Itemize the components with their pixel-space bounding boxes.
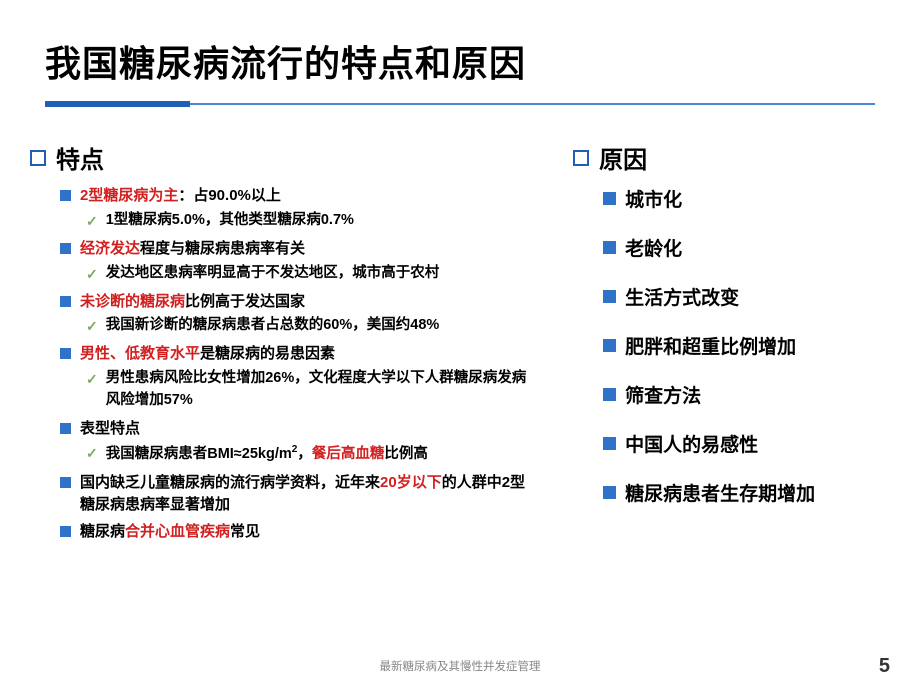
- check-icon: ✓: [86, 264, 98, 285]
- feature-item: 经济发达程度与糖尿病患病率有关: [60, 238, 533, 260]
- feature-item: 国内缺乏儿童糖尿病的流行病学资料，近年来20岁以下的人群中2型糖尿病患病率显著增…: [60, 472, 533, 516]
- features-heading: 特点: [30, 140, 533, 175]
- check-icon: ✓: [86, 211, 98, 232]
- cause-item: 肥胖和超重比例增加: [603, 332, 875, 359]
- causes-heading-text: 原因: [599, 140, 647, 175]
- solid-square-icon: [603, 290, 616, 303]
- solid-square-icon: [603, 388, 616, 401]
- feature-item-text: 2型糖尿病为主：占90.0%以上: [80, 185, 281, 207]
- slide: 我国糖尿病流行的特点和原因 特点 2型糖尿病为主：占90.0%以上 ✓ 1型糖尿病5…: [0, 0, 920, 690]
- cause-item-text: 生活方式改变: [625, 283, 739, 310]
- feature-subitem-text: 1型糖尿病5.0%，其他类型糖尿病0.7%: [106, 210, 354, 232]
- solid-square-icon: [603, 437, 616, 450]
- feature-item: 男性、低教育水平是糖尿病的易患因素: [60, 343, 533, 365]
- feature-subitem: ✓ 男性患病风险比女性增加26%，文化程度大学以下人群糖尿病发病风险增加57%: [86, 368, 533, 412]
- feature-item: 2型糖尿病为主：占90.0%以上: [60, 185, 533, 207]
- feature-item-text: 国内缺乏儿童糖尿病的流行病学资料，近年来20岁以下的人群中2型糖尿病患病率显著增…: [80, 472, 533, 516]
- feature-subitem: ✓ 1型糖尿病5.0%，其他类型糖尿病0.7%: [86, 210, 533, 232]
- column-features: 特点 2型糖尿病为主：占90.0%以上 ✓ 1型糖尿病5.0%，其他类型糖尿病0.7…: [30, 140, 533, 546]
- feature-subitem-text: 我国糖尿病患者BMI≈25kg/m2，餐后高血糖比例高: [106, 442, 428, 466]
- solid-square-icon: [60, 526, 71, 537]
- feature-item: 糖尿病合并心血管疾病常见: [60, 521, 533, 543]
- feature-item-text: 经济发达程度与糖尿病患病率有关: [80, 238, 305, 260]
- feature-item-text: 表型特点: [80, 418, 140, 440]
- underline-thin: [190, 101, 875, 107]
- feature-item: 未诊断的糖尿病比例高于发达国家: [60, 291, 533, 313]
- title-underline: [45, 101, 875, 107]
- feature-item-text: 糖尿病合并心血管疾病常见: [80, 521, 260, 543]
- column-causes: 原因 城市化老龄化生活方式改变肥胖和超重比例增加筛查方法中国人的易感性糖尿病患者…: [573, 140, 875, 546]
- cause-item: 生活方式改变: [603, 283, 875, 310]
- feature-item-text: 男性、低教育水平是糖尿病的易患因素: [80, 343, 335, 365]
- cause-item-text: 老龄化: [625, 234, 682, 261]
- solid-square-icon: [60, 348, 71, 359]
- features-list: 2型糖尿病为主：占90.0%以上 ✓ 1型糖尿病5.0%，其他类型糖尿病0.7% 经济…: [30, 185, 533, 543]
- slide-title: 我国糖尿病流行的特点和原因: [45, 35, 875, 87]
- cause-item: 筛查方法: [603, 381, 875, 408]
- cause-item: 中国人的易感性: [603, 430, 875, 457]
- footer-text: 最新糖尿病及其慢性并发症管理: [0, 658, 920, 674]
- check-icon: ✓: [86, 316, 98, 337]
- cause-item: 老龄化: [603, 234, 875, 261]
- solid-square-icon: [603, 486, 616, 499]
- causes-heading: 原因: [573, 140, 875, 175]
- check-icon: ✓: [86, 369, 98, 390]
- feature-subitem: ✓ 发达地区患病率明显高于不发达地区，城市高于农村: [86, 263, 533, 285]
- hollow-square-icon: [30, 150, 46, 166]
- feature-subitem: ✓ 我国糖尿病患者BMI≈25kg/m2，餐后高血糖比例高: [86, 442, 533, 466]
- solid-square-icon: [60, 190, 71, 201]
- underline-thick: [45, 101, 190, 107]
- solid-square-icon: [60, 477, 71, 488]
- causes-list: 城市化老龄化生活方式改变肥胖和超重比例增加筛查方法中国人的易感性糖尿病患者生存期…: [573, 185, 875, 506]
- solid-square-icon: [603, 339, 616, 352]
- cause-item-text: 中国人的易感性: [625, 430, 758, 457]
- solid-square-icon: [60, 243, 71, 254]
- feature-item: 表型特点: [60, 418, 533, 440]
- feature-subitem: ✓ 我国新诊断的糖尿病患者占总数的60%，美国约48%: [86, 315, 533, 337]
- cause-item-text: 糖尿病患者生存期增加: [625, 479, 815, 506]
- feature-subitem-text: 发达地区患病率明显高于不发达地区，城市高于农村: [106, 263, 440, 285]
- solid-square-icon: [603, 192, 616, 205]
- page-number: 5: [879, 655, 890, 678]
- feature-item-text: 未诊断的糖尿病比例高于发达国家: [80, 291, 305, 313]
- check-icon: ✓: [86, 443, 98, 464]
- hollow-square-icon: [573, 150, 589, 166]
- features-heading-text: 特点: [56, 140, 104, 175]
- solid-square-icon: [603, 241, 616, 254]
- cause-item-text: 肥胖和超重比例增加: [625, 332, 796, 359]
- cause-item: 糖尿病患者生存期增加: [603, 479, 875, 506]
- feature-subitem-text: 男性患病风险比女性增加26%，文化程度大学以下人群糖尿病发病风险增加57%: [106, 368, 533, 412]
- title-area: 我国糖尿病流行的特点和原因: [0, 0, 920, 122]
- content-area: 特点 2型糖尿病为主：占90.0%以上 ✓ 1型糖尿病5.0%，其他类型糖尿病0.7…: [0, 122, 920, 546]
- solid-square-icon: [60, 423, 71, 434]
- cause-item-text: 筛查方法: [625, 381, 701, 408]
- solid-square-icon: [60, 296, 71, 307]
- feature-subitem-text: 我国新诊断的糖尿病患者占总数的60%，美国约48%: [106, 315, 440, 337]
- cause-item-text: 城市化: [625, 185, 682, 212]
- cause-item: 城市化: [603, 185, 875, 212]
